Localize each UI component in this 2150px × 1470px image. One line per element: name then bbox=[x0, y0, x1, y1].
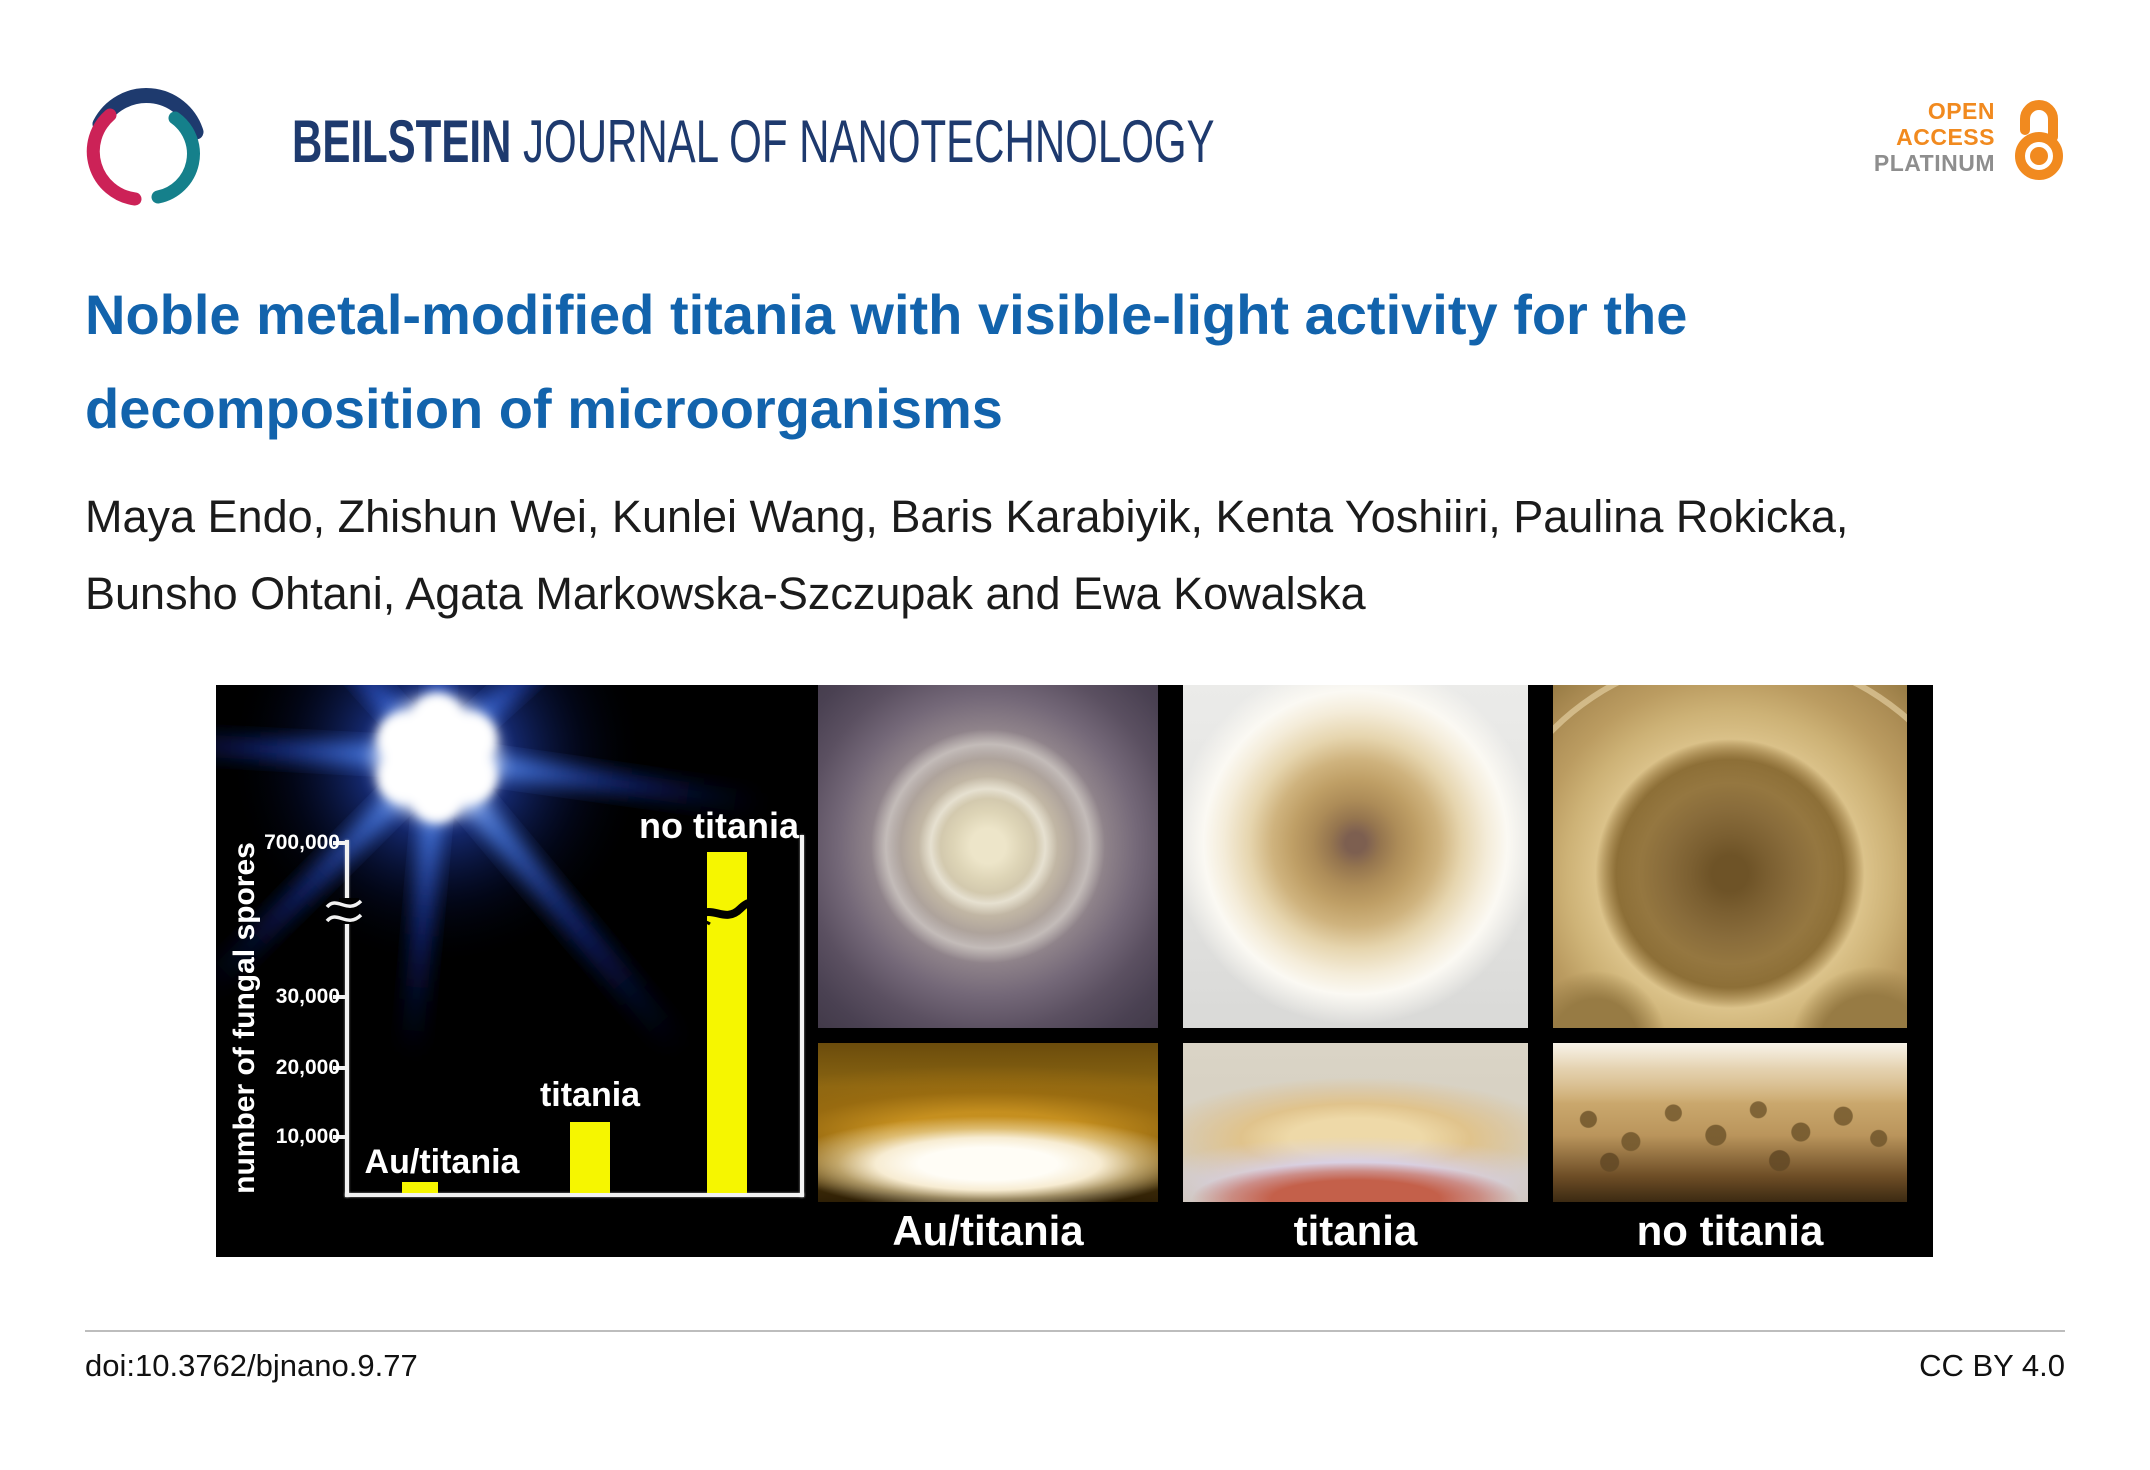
photo-no-titania-top-view bbox=[1553, 685, 1907, 1028]
tick-mark-10000 bbox=[333, 1135, 345, 1139]
footer-divider bbox=[85, 1330, 2065, 1332]
graphical-abstract: number of fungal spores 700,000 30,000 2… bbox=[216, 685, 1933, 1257]
chart-x-axis-line bbox=[345, 1193, 804, 1197]
figure-label-no-titania: no titania bbox=[1636, 1207, 1824, 1254]
journal-name: BEILSTEIN JOURNAL OF NANOTECHNOLOGY bbox=[292, 112, 1215, 172]
open-access-line2: ACCESS bbox=[1896, 124, 1995, 150]
authors-line-2: Bunsho Ohtani, Agata Markowska-Szczupak … bbox=[85, 568, 1366, 619]
photo-au-titania-side-view bbox=[818, 1043, 1158, 1202]
bar-break-mark bbox=[694, 898, 762, 929]
author-list: Maya Endo, Zhishun Wei, Kunlei Wang, Bar… bbox=[85, 478, 2095, 632]
journal-name-bold: BEILSTEIN bbox=[292, 108, 512, 175]
photo-titania-top-view bbox=[1183, 685, 1528, 1028]
authors-line-1: Maya Endo, Zhishun Wei, Kunlei Wang, Bar… bbox=[85, 491, 1849, 542]
figure-label-au-titania: Au/titania bbox=[892, 1207, 1084, 1254]
figure-label-titania: titania bbox=[1293, 1207, 1418, 1254]
title-line-1: Noble metal-modified titania with visibl… bbox=[85, 283, 1688, 346]
tick-mark-20000 bbox=[333, 1066, 345, 1070]
chart-label-au-titania: Au/titania bbox=[364, 1143, 520, 1181]
bar-titania bbox=[570, 1122, 610, 1193]
ytick-700000: 700,000 bbox=[264, 831, 340, 854]
chart-label-titania: titania bbox=[539, 1076, 641, 1114]
open-access-line3: PLATINUM bbox=[1873, 150, 1995, 176]
fungal-spores-bar-chart: number of fungal spores 700,000 30,000 2… bbox=[216, 685, 818, 1257]
chart-right-border bbox=[800, 835, 804, 1197]
open-access-lock-icon bbox=[2015, 100, 2063, 180]
photo-no-titania-side-view bbox=[1553, 1043, 1907, 1202]
title-line-2: decomposition of microorganisms bbox=[85, 377, 1003, 440]
chart-label-no-titania: no titania bbox=[639, 805, 799, 846]
photo-au-titania-top-view bbox=[818, 685, 1158, 1028]
chart-y-axis-line bbox=[345, 840, 349, 1197]
ytick-30000: 30,000 bbox=[275, 985, 340, 1008]
bar-au-titania bbox=[402, 1182, 438, 1193]
journal-name-rest: JOURNAL OF NANOTECHNOLOGY bbox=[511, 108, 1215, 175]
page-title: Noble metal-modified titania with visibl… bbox=[85, 268, 2065, 456]
uv-light-starburst bbox=[216, 685, 764, 1057]
ytick-20000: 20,000 bbox=[275, 1056, 340, 1079]
tick-mark-30000 bbox=[333, 995, 345, 999]
open-access-badge: OPEN ACCESS PLATINUM bbox=[1874, 98, 1995, 176]
license-text: CC BY 4.0 bbox=[1919, 1348, 2065, 1383]
open-access-line1: OPEN bbox=[1927, 98, 1995, 124]
y-axis-break bbox=[325, 898, 363, 924]
tick-mark-700000 bbox=[333, 841, 345, 845]
ytick-10000: 10,000 bbox=[275, 1125, 340, 1148]
photo-titania-side-view bbox=[1183, 1043, 1528, 1202]
doi-text: doi:10.3762/bjnano.9.77 bbox=[85, 1348, 418, 1383]
beilstein-logo-icon bbox=[86, 88, 204, 206]
